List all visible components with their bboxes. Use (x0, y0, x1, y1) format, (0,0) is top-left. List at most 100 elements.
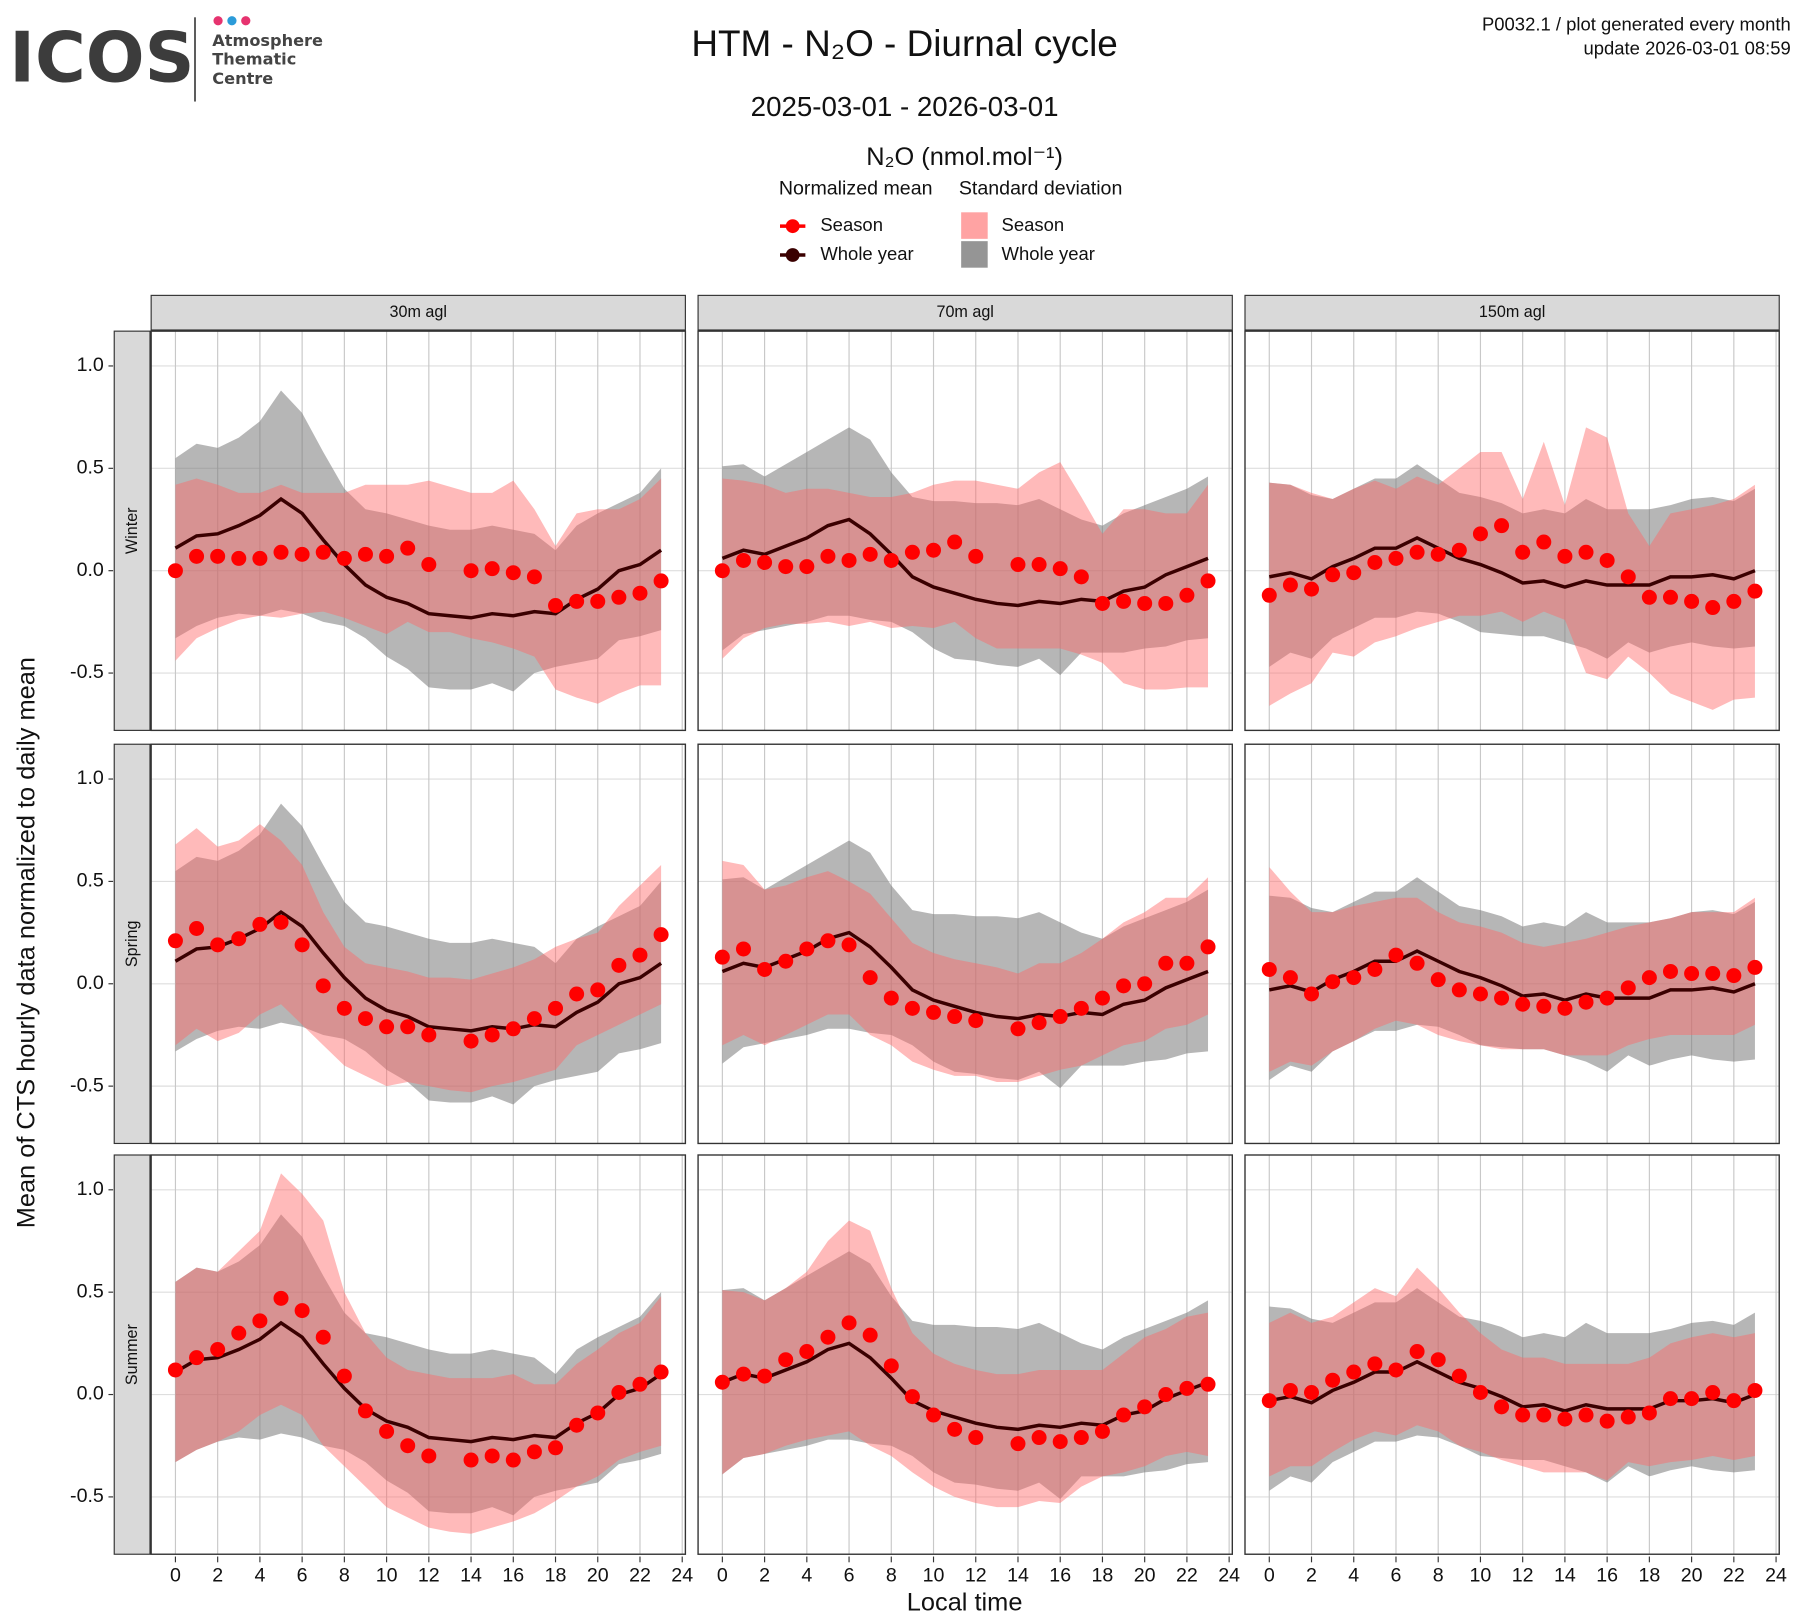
season-point (1073, 569, 1089, 585)
season-point (1494, 1399, 1510, 1415)
season-point (505, 1021, 521, 1037)
facet-label: 150m agl (1479, 303, 1545, 321)
season-band (175, 478, 662, 704)
season-point (1116, 1407, 1132, 1423)
season-point (1304, 581, 1320, 597)
season-point (1536, 1407, 1552, 1423)
season-point (968, 548, 984, 564)
season-point (1726, 968, 1742, 984)
x-tick-label: 6 (1391, 1564, 1402, 1586)
legend-label: Whole year (820, 243, 913, 264)
season-point (273, 914, 289, 930)
season-point (1052, 561, 1068, 577)
season-point (1620, 980, 1636, 996)
season-point (820, 933, 836, 949)
facet-label: 70m agl (936, 303, 993, 321)
legend: Season Whole year Season Whole year (779, 212, 1095, 268)
season-point (1536, 534, 1552, 550)
season-point (1578, 1407, 1594, 1423)
season-band (1269, 427, 1755, 710)
season-point (1726, 1393, 1742, 1409)
season-point (421, 557, 437, 573)
season-point (1094, 595, 1110, 611)
logo: ICOS (9, 18, 194, 98)
season-band (1269, 867, 1755, 1072)
season-point (357, 546, 373, 562)
season-point (1409, 544, 1425, 560)
x-tick-label: 12 (1512, 1564, 1534, 1586)
season-point (569, 1417, 585, 1433)
season-point (1409, 1344, 1425, 1360)
season-point (1304, 986, 1320, 1002)
season-point (714, 949, 730, 965)
season-point (1705, 1384, 1721, 1400)
whole-year-band (1269, 877, 1755, 1080)
season-point (862, 1327, 878, 1343)
season-point (526, 569, 542, 585)
y-axis-label: Mean of CTS hourly data normalized to da… (12, 657, 40, 1228)
season-point (611, 957, 627, 973)
y-tick-label: -0.5 (70, 1074, 104, 1096)
season-band (722, 462, 1209, 690)
y-tick-label: -0.5 (70, 1485, 104, 1507)
season-point (421, 1448, 437, 1464)
season-point (379, 1423, 395, 1439)
season-point (1747, 1382, 1763, 1398)
x-tick-label: 12 (965, 1564, 987, 1586)
season-point (463, 1033, 479, 1049)
x-tick-label: 6 (297, 1564, 308, 1586)
x-tick-label: 2 (759, 1564, 770, 1586)
whole-year-band (722, 840, 1209, 1089)
season-point (883, 990, 899, 1006)
legend-label: Season (820, 214, 883, 235)
season-band (722, 860, 1209, 1083)
season-point (1557, 1411, 1573, 1427)
legend-key-band (961, 212, 988, 239)
season-band (1269, 1267, 1755, 1481)
facet-strip (113, 1154, 151, 1555)
season-point (505, 1452, 521, 1468)
y-tick-label: 1.0 (77, 1178, 104, 1200)
season-point (1494, 518, 1510, 534)
chart-subtitle: 2025-03-01 - 2026-03-01 (751, 91, 1059, 122)
season-point (210, 548, 226, 564)
season-point (336, 550, 352, 566)
x-tick-label: 20 (587, 1564, 609, 1586)
whole-year-band (722, 427, 1209, 676)
season-point (735, 941, 751, 957)
season-point (1515, 996, 1531, 1012)
season-point (1641, 970, 1657, 986)
season-point (947, 1421, 963, 1437)
x-tick-label: 8 (1433, 1564, 1444, 1586)
season-point (210, 937, 226, 953)
season-point (1599, 1413, 1615, 1429)
season-point (1200, 1376, 1216, 1392)
season-point (357, 1011, 373, 1027)
season-point (1116, 978, 1132, 994)
facet-label: Spring (123, 921, 141, 968)
season-point (904, 544, 920, 560)
x-axis-label: Local time (907, 1589, 1023, 1617)
season-point (1031, 557, 1047, 573)
season-point (714, 1374, 730, 1390)
season-point (714, 563, 730, 579)
season-point (189, 1350, 205, 1366)
x-tick-label: 10 (923, 1564, 945, 1586)
x-tick-label: 8 (886, 1564, 897, 1586)
season-point (400, 540, 416, 556)
season-point (968, 1430, 984, 1446)
season-point (1261, 587, 1277, 603)
season-point (757, 961, 773, 977)
panel-border (150, 330, 687, 732)
season-point (1073, 1000, 1089, 1016)
season-point (799, 941, 815, 957)
org-line: Centre (212, 69, 273, 88)
season-point (926, 1004, 942, 1020)
season-point (400, 1019, 416, 1035)
x-tick-label: 18 (1092, 1564, 1114, 1586)
season-point (1325, 1372, 1341, 1388)
whole-year-band (175, 1214, 662, 1516)
season-point (1430, 1352, 1446, 1368)
legend-key-point (785, 219, 800, 234)
season-point (357, 1403, 373, 1419)
